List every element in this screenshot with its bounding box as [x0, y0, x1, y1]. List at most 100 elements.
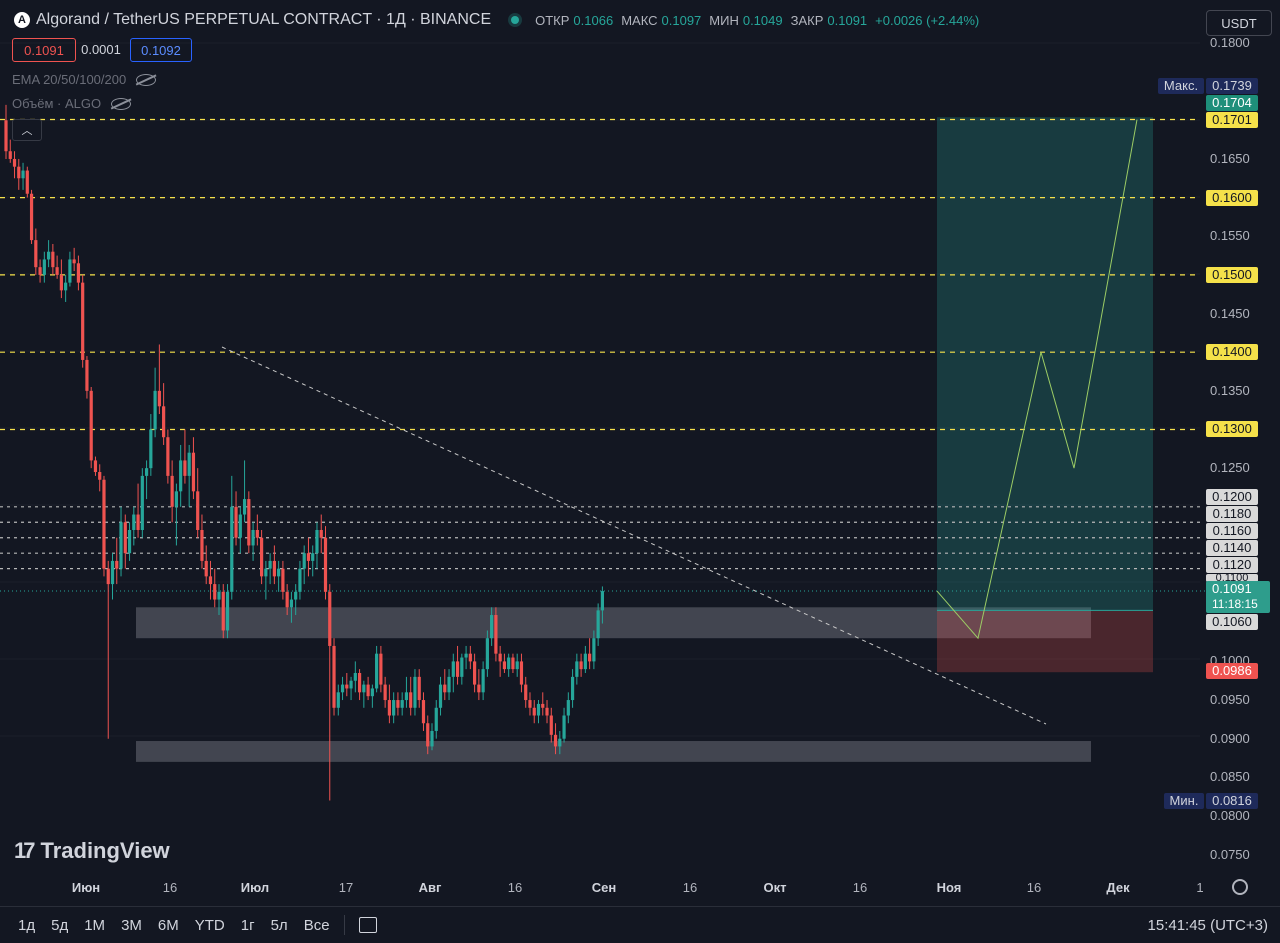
candle-body — [579, 661, 583, 670]
candle-body — [383, 684, 387, 701]
candle-body — [106, 568, 110, 585]
ema-indicator[interactable]: EMA 20/50/100/200 — [12, 72, 157, 87]
candle-body — [392, 700, 396, 716]
take-profit-zone — [937, 117, 1153, 611]
candle-body — [498, 653, 502, 662]
entry-label: 0.1060 — [1206, 614, 1258, 630]
candle-body — [375, 653, 379, 689]
time-axis-label: Сен — [591, 880, 617, 895]
candle-body — [213, 584, 217, 600]
candle-body — [417, 676, 421, 701]
candle-body — [490, 615, 494, 639]
candle-body — [8, 151, 12, 159]
candle-body — [332, 645, 336, 708]
sell-button[interactable]: 0.1091 — [12, 38, 76, 62]
candle-body — [443, 684, 447, 693]
candle-body — [47, 251, 51, 260]
range-1m[interactable]: 1М — [84, 916, 106, 934]
range-5d[interactable]: 5д — [51, 916, 69, 934]
candle-body — [353, 672, 357, 681]
candle-body — [473, 661, 477, 685]
candle-body — [85, 359, 89, 391]
range-all[interactable]: Все — [303, 916, 330, 934]
time-axis-label: 17 — [338, 880, 354, 895]
candle-body — [570, 676, 575, 701]
candle-body — [592, 638, 596, 662]
candle-body — [29, 193, 34, 241]
candle-body — [136, 514, 140, 530]
candle-body — [396, 700, 400, 708]
symbol-title[interactable]: Algorand / TetherUS PERPETUAL CONTRACT ·… — [36, 11, 492, 28]
candle-body — [545, 707, 549, 716]
candle-body — [242, 499, 247, 515]
candle-body — [558, 738, 562, 747]
toolbar-divider — [343, 915, 345, 935]
tradingview-logo[interactable]: 17 TradingView — [14, 838, 170, 864]
candle-body — [174, 491, 178, 507]
level-label: 0.1400 — [1206, 344, 1258, 360]
candle-body — [588, 653, 592, 662]
candle-body — [294, 591, 298, 600]
candle-body — [306, 553, 311, 561]
candle-body — [12, 158, 17, 167]
candle-body — [583, 653, 587, 670]
level-label: 0.1300 — [1206, 421, 1258, 437]
range-5y[interactable]: 5л — [270, 916, 288, 934]
tradingview-mark-icon: 17 — [14, 838, 36, 863]
level-label: 0.1120 — [1206, 557, 1258, 573]
volume-indicator[interactable]: Объём · ALGO — [12, 96, 132, 111]
candle-body — [387, 700, 391, 716]
ohlc-values: ОТКР 0.1066 МАКС 0.1097 МИН 0.1049 ЗАКР 0.10… — [535, 13, 983, 28]
min-value-label: 0.0816 — [1206, 793, 1258, 809]
candle-body — [549, 715, 553, 735]
candle-body — [413, 676, 417, 708]
candle-body — [515, 661, 519, 670]
time-axis-label: Дек — [1106, 880, 1130, 895]
candle-body — [379, 653, 383, 685]
candle-body — [34, 240, 38, 268]
range-6m[interactable]: 6М — [157, 916, 179, 934]
settings-gear-icon[interactable] — [1232, 879, 1248, 895]
candle-body — [208, 576, 213, 585]
candle-body — [72, 259, 76, 264]
eye-hidden-icon[interactable] — [136, 73, 157, 86]
range-3m[interactable]: 3М — [121, 916, 142, 934]
candle-body — [264, 568, 268, 577]
candle-body — [566, 700, 570, 716]
candle-body — [281, 568, 285, 592]
candle-body — [4, 120, 8, 152]
range-1d[interactable]: 1д — [18, 916, 36, 934]
max-tag: Макс. — [1158, 78, 1204, 94]
candle-body — [477, 684, 481, 693]
candle-body — [59, 274, 63, 291]
buy-button[interactable]: 0.1092 — [130, 38, 192, 62]
candle-body — [289, 599, 294, 608]
collapse-legend-button[interactable]: ︿ — [12, 119, 42, 141]
candle-body — [200, 529, 204, 561]
candle-body — [524, 684, 528, 701]
timezone-clock[interactable]: 15:41:45 (UTC+3) — [1147, 916, 1268, 934]
candle-body — [460, 657, 464, 677]
candle-body — [541, 703, 545, 708]
level-label: 0.1701 — [1206, 112, 1258, 128]
range-ytd[interactable]: YTD — [194, 916, 225, 934]
candle-body — [102, 479, 106, 569]
price-axis-label: 0.0950 — [1210, 692, 1250, 708]
candle-body — [153, 390, 157, 430]
range-1y[interactable]: 1г — [240, 916, 255, 934]
trend-line — [221, 346, 1047, 725]
current-price-label: 0.1091 11:18:15 — [1206, 581, 1270, 613]
time-axis-label: 16 — [162, 880, 178, 895]
candle-body — [285, 591, 289, 608]
calendar-goto-icon[interactable] — [358, 917, 377, 933]
candle-body — [98, 472, 102, 480]
time-axis-label: 16 — [852, 880, 868, 895]
time-axis-label: Июн — [71, 880, 101, 895]
currency-selector[interactable]: USDT — [1206, 10, 1272, 36]
time-axis-label: 16 — [507, 880, 523, 895]
candle-body — [468, 653, 472, 662]
candle-body — [247, 499, 251, 546]
eye-hidden-icon[interactable] — [111, 97, 132, 110]
time-axis-label: Окт — [763, 880, 787, 895]
